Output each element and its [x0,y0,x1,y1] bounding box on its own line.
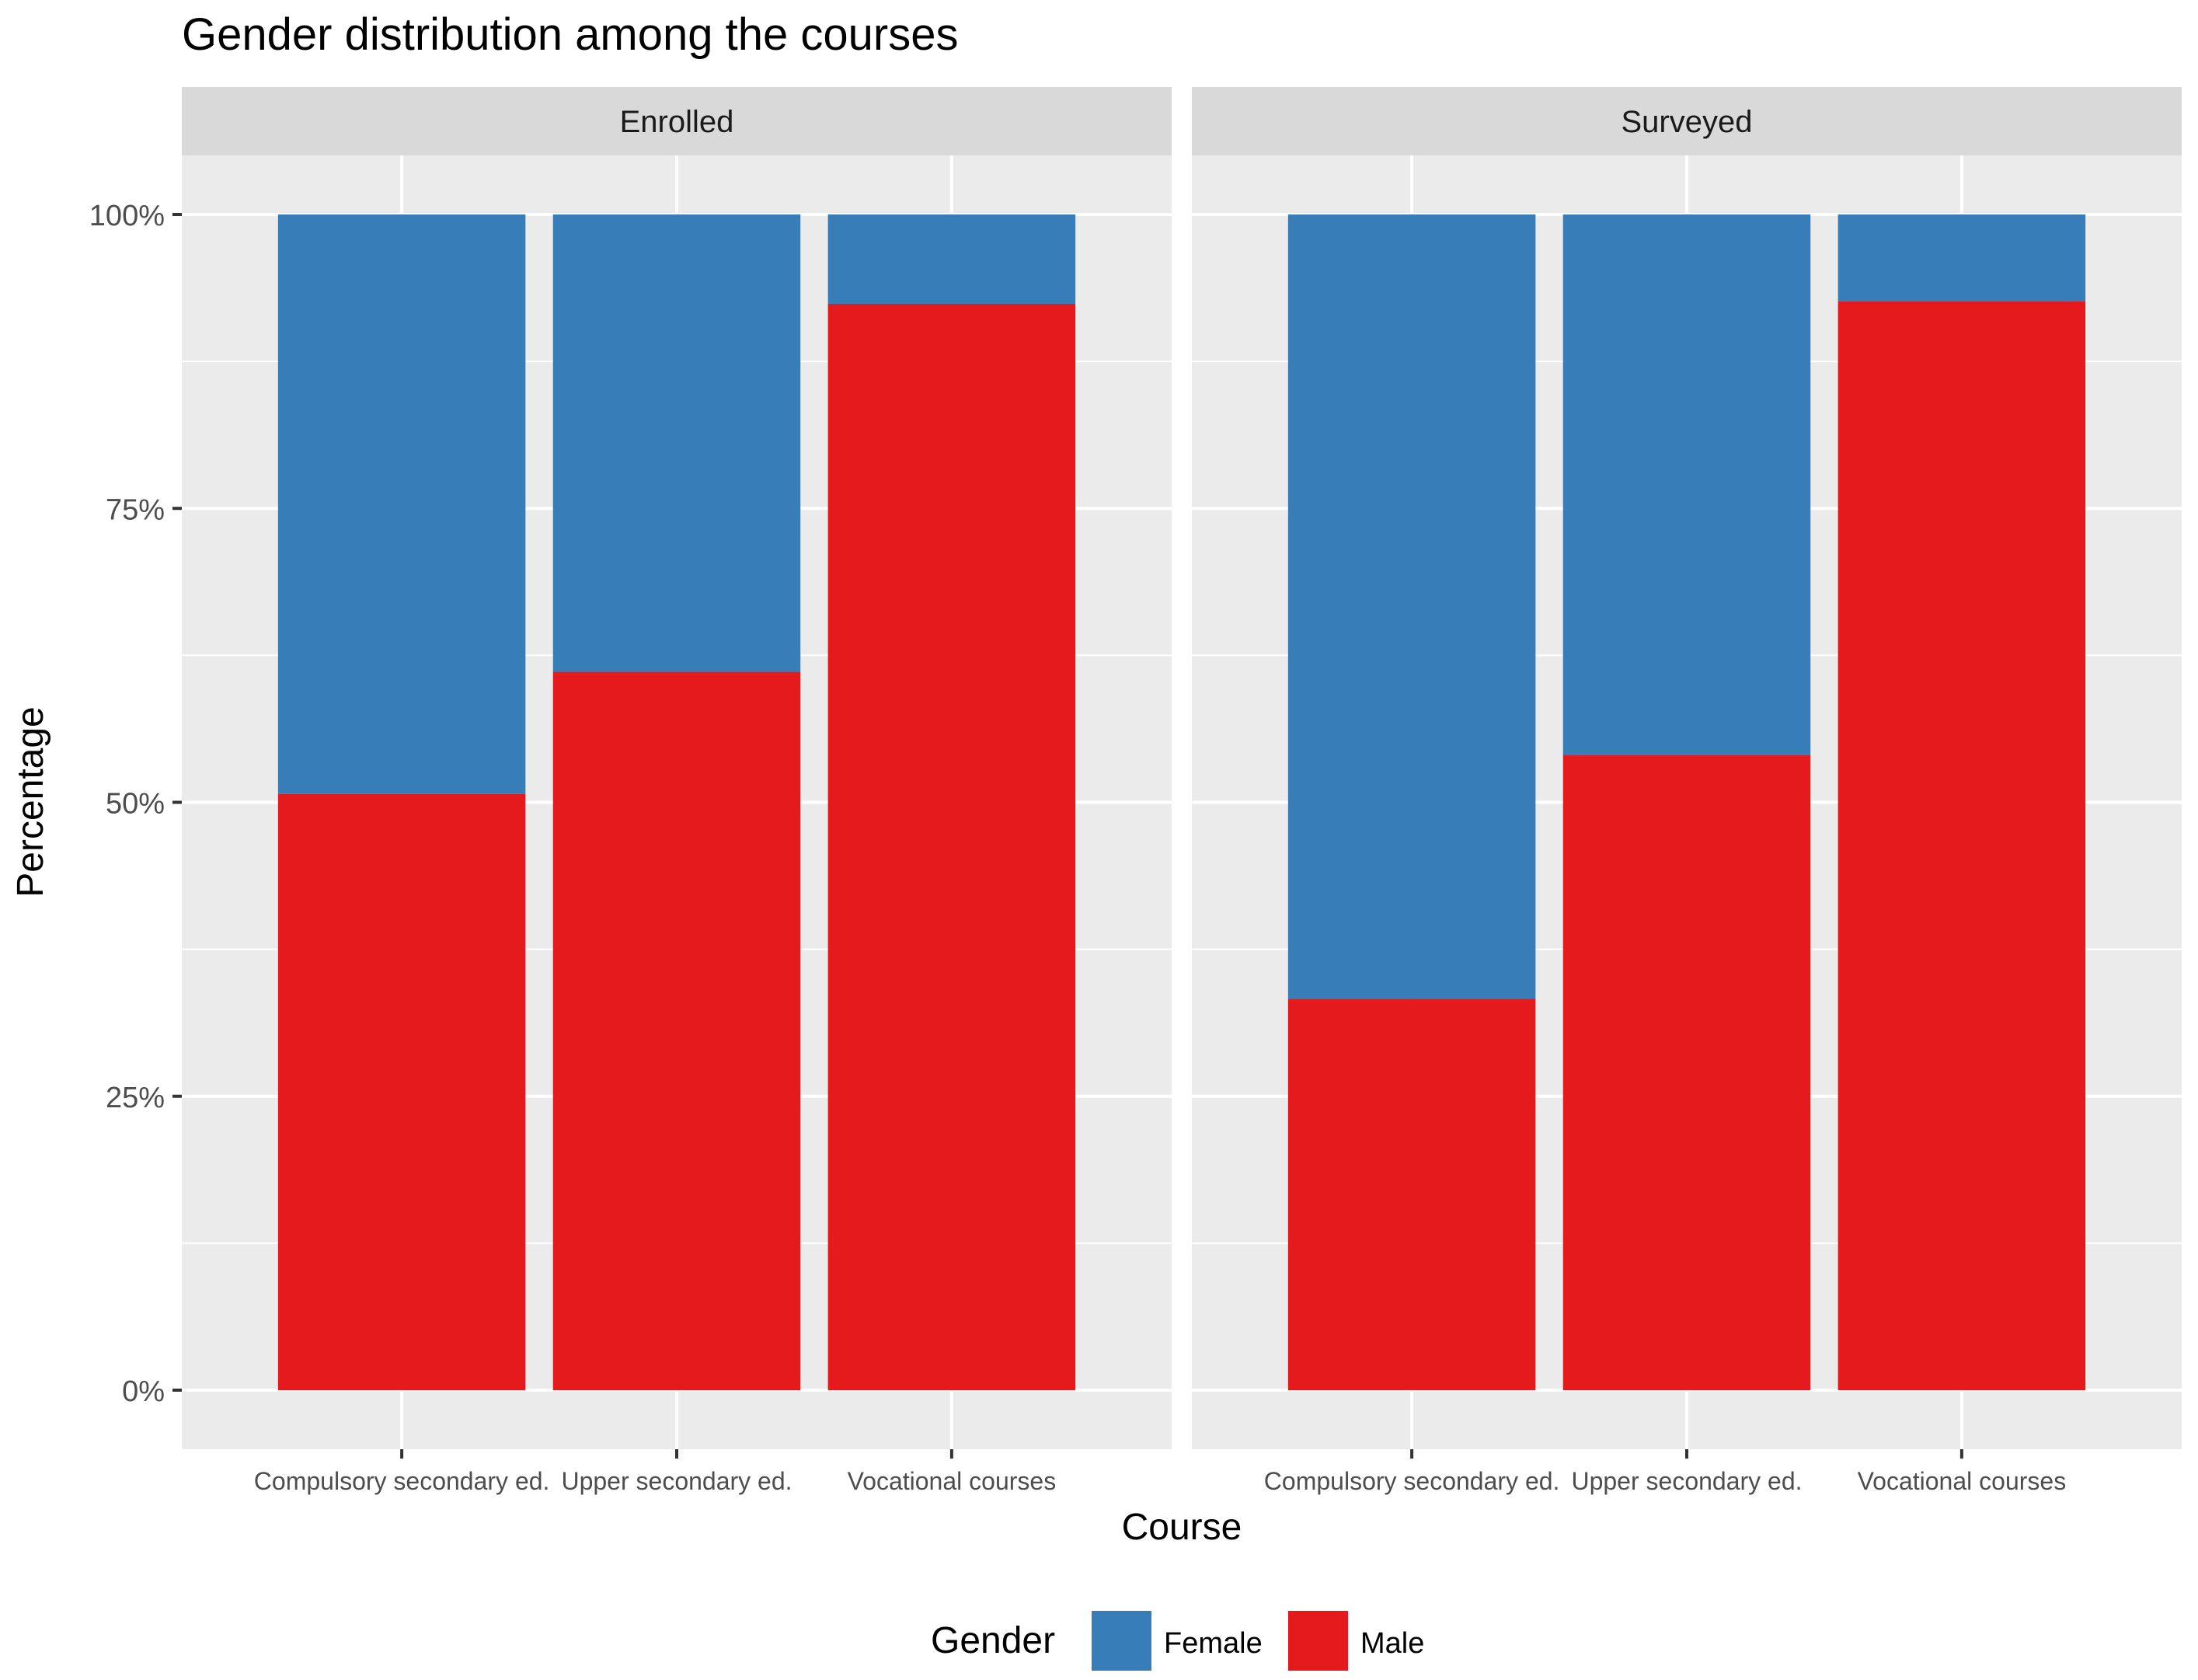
bar-male-upper-secondary-ed [1562,755,1811,1390]
facet-strip-surveyed [1192,87,2182,155]
legend-entries: Female Male [1092,1611,1424,1671]
x-tick-label: Upper secondary ed. [561,1467,792,1495]
legend: Gender Female Male [931,1611,1424,1671]
legend-label-male: Male [1360,1627,1424,1660]
bar-male-upper-secondary-ed [552,671,801,1390]
bar-male-vocational-courses [1837,301,2086,1390]
bar-female-upper-secondary-ed [552,214,801,672]
y-axis: 0% 25% 50% 75% 100% [89,200,182,1408]
chart-title: Gender distribution among the courses [182,9,958,60]
bar-female-compulsory-secondary-ed [1287,214,1536,999]
y-axis-title: Percentage [10,706,51,898]
facet-strip-label: Surveyed [1622,105,1753,139]
y-tick-label: 50% [106,788,165,821]
facet-strip-label: Enrolled [620,105,734,139]
bar-female-compulsory-secondary-ed [277,214,526,794]
bar-female-vocational-courses [827,214,1076,304]
y-tick-label: 100% [89,200,165,232]
y-tick-label: 75% [106,493,165,526]
bar-male-vocational-courses [827,303,1076,1390]
legend-title: Gender [931,1620,1055,1661]
facet-panels: Enrolled Compulsory secondary ed. Upper se… [182,87,2182,1495]
x-tick-label: Upper secondary ed. [1571,1467,1802,1495]
facet-panel-enrolled: Enrolled Compulsory secondary ed. Upper se… [182,87,1172,1495]
x-tick-label: Vocational courses [1858,1467,2067,1495]
x-tick-label: Compulsory secondary ed. [1264,1467,1560,1495]
bar-female-vocational-courses [1837,214,2086,301]
x-tick-label: Compulsory secondary ed. [254,1467,550,1495]
y-tick-label: 0% [122,1375,165,1408]
x-tick-label: Vocational courses [848,1467,1057,1495]
facet-strip-enrolled [182,87,1172,155]
bar-female-upper-secondary-ed [1562,214,1811,755]
bar-male-compulsory-secondary-ed [277,793,526,1390]
legend-key-male [1288,1611,1348,1671]
bar-male-compulsory-secondary-ed [1287,999,1536,1390]
x-axis-title: Course [1122,1507,1242,1548]
facet-panel-surveyed: Surveyed Compulsory secondary ed. Upper se… [1192,87,2182,1495]
legend-key-female [1092,1611,1151,1671]
legend-label-female: Female [1164,1627,1263,1660]
y-tick-label: 25% [106,1082,165,1114]
